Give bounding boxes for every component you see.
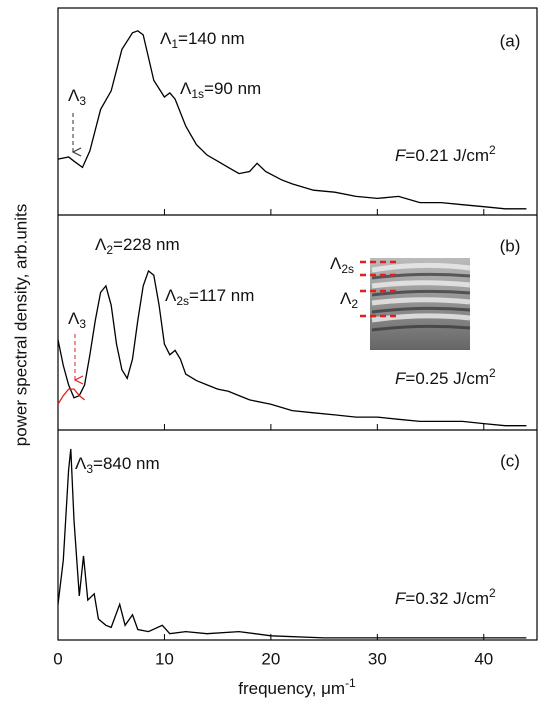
label-part: 2s <box>176 294 189 308</box>
label-part: =840 nm <box>93 454 160 473</box>
series-line <box>57 30 527 210</box>
annotation: Λ3 <box>68 309 86 331</box>
label-part: -1 <box>345 676 356 690</box>
annotation: Λ2s=117 nm <box>165 286 254 308</box>
x-tick-label: 20 <box>261 649 280 668</box>
annotation: Λ3 <box>68 86 86 108</box>
series-line <box>57 269 527 427</box>
panel-label: (c) <box>500 451 520 470</box>
label-part: F <box>395 369 407 388</box>
annotation: Λ3=840 nm <box>75 454 160 476</box>
y-axis-title: power spectral density, arb.units <box>11 204 30 447</box>
x-tick-label: 0 <box>53 649 62 668</box>
label-part: =140 nm <box>178 29 245 48</box>
label-part: Λ <box>160 29 172 48</box>
label-part: Λ <box>68 86 80 105</box>
label-part: 1s <box>191 87 204 101</box>
x-axis-title: frequency, μm-1 <box>238 676 356 698</box>
label-part: =117 nm <box>189 286 254 305</box>
label-part: 3 <box>79 317 86 331</box>
label-part: =0.21 J/cm <box>405 146 489 165</box>
x-tick-label: 30 <box>368 649 387 668</box>
annotation: Λ1s=90 nm <box>180 79 261 101</box>
series-line <box>57 448 527 639</box>
plot-frame <box>57 7 538 641</box>
panel-label: (a) <box>500 31 521 50</box>
label-part: 2 <box>351 297 358 311</box>
label-part: Λ <box>180 79 192 98</box>
x-tick-label: 10 <box>155 649 174 668</box>
label-part: F <box>395 146 407 165</box>
label-part: frequency, μm <box>238 679 345 698</box>
label-part: Λ <box>75 454 87 473</box>
annotation: Λ2=228 nm <box>95 235 180 257</box>
label-part: 2 <box>489 366 496 380</box>
annotation: Λ1=140 nm <box>160 29 245 51</box>
annotation: Λ2 <box>340 289 358 311</box>
annotation: Λ2s <box>330 254 354 276</box>
label-part: =228 nm <box>113 235 180 254</box>
x-tick-label: 40 <box>474 649 493 668</box>
label-part: Λ <box>340 289 352 308</box>
label-part: 3 <box>79 94 86 108</box>
annotation: F=0.25 J/cm2 <box>395 366 496 388</box>
label-part: =0.25 J/cm <box>405 369 489 388</box>
label-part: =90 nm <box>204 79 261 98</box>
label-part: 2 <box>489 143 496 157</box>
panel-label: (b) <box>500 236 521 255</box>
series-line <box>57 388 86 405</box>
label-part: 2 <box>106 243 113 257</box>
label-part: Λ <box>165 286 177 305</box>
annotation: F=0.21 J/cm2 <box>395 143 496 165</box>
label-part: F <box>395 589 407 608</box>
label-part: 1 <box>171 37 178 51</box>
label-part: Λ <box>68 309 80 328</box>
label-part: 2s <box>341 262 354 276</box>
label-part: Λ <box>330 254 342 273</box>
label-part: Λ <box>95 235 107 254</box>
label-part: 2 <box>489 586 496 600</box>
label-part: 3 <box>86 462 93 476</box>
label-part: =0.32 J/cm <box>405 589 489 608</box>
inset-image <box>360 258 471 350</box>
annotation: F=0.32 J/cm2 <box>395 586 496 608</box>
